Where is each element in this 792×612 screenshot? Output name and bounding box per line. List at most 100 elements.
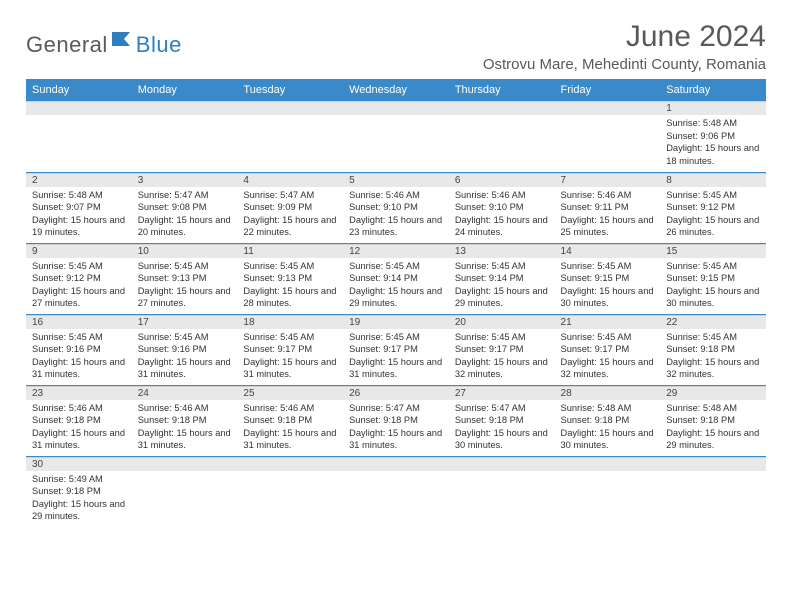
day-number-header: 28 (555, 386, 661, 400)
day-number-header: 24 (132, 386, 238, 400)
sunset-line: Sunset: 9:14 PM (455, 272, 549, 285)
sunset-line: Sunset: 9:18 PM (666, 343, 760, 356)
daylight-line: Daylight: 15 hours and 30 minutes. (561, 285, 655, 310)
daylight-line: Daylight: 15 hours and 30 minutes. (455, 427, 549, 452)
day-number-header: 1 (660, 101, 766, 115)
calendar-day-cell: 14Sunrise: 5:45 AMSunset: 9:15 PMDayligh… (555, 243, 661, 314)
sunset-line: Sunset: 9:18 PM (666, 414, 760, 427)
sunset-line: Sunset: 9:14 PM (349, 272, 443, 285)
sunrise-line: Sunrise: 5:46 AM (349, 189, 443, 202)
calendar-day-cell: 22Sunrise: 5:45 AMSunset: 9:18 PMDayligh… (660, 314, 766, 385)
day-number-header-empty (132, 457, 238, 471)
sunrise-line: Sunrise: 5:48 AM (561, 402, 655, 415)
daylight-line: Daylight: 15 hours and 27 minutes. (32, 285, 126, 310)
sunset-line: Sunset: 9:18 PM (561, 414, 655, 427)
day-number-header: 10 (132, 244, 238, 258)
day-body: Sunrise: 5:45 AMSunset: 9:13 PMDaylight:… (237, 258, 343, 313)
calendar-empty-cell (132, 101, 238, 172)
day-body: Sunrise: 5:45 AMSunset: 9:17 PMDaylight:… (555, 329, 661, 384)
day-number-header: 7 (555, 173, 661, 187)
day-name-header: Wednesday (343, 79, 449, 101)
sunset-line: Sunset: 9:17 PM (349, 343, 443, 356)
day-body: Sunrise: 5:47 AMSunset: 9:18 PMDaylight:… (449, 400, 555, 455)
day-number-header: 9 (26, 244, 132, 258)
day-body: Sunrise: 5:45 AMSunset: 9:14 PMDaylight:… (449, 258, 555, 313)
sunrise-line: Sunrise: 5:45 AM (349, 260, 443, 273)
daylight-line: Daylight: 15 hours and 30 minutes. (666, 285, 760, 310)
day-number-header: 18 (237, 315, 343, 329)
sunset-line: Sunset: 9:18 PM (243, 414, 337, 427)
sunset-line: Sunset: 9:17 PM (243, 343, 337, 356)
calendar-day-cell: 23Sunrise: 5:46 AMSunset: 9:18 PMDayligh… (26, 385, 132, 456)
day-number-header: 27 (449, 386, 555, 400)
calendar-day-cell: 3Sunrise: 5:47 AMSunset: 9:08 PMDaylight… (132, 172, 238, 243)
daylight-line: Daylight: 15 hours and 29 minutes. (349, 285, 443, 310)
day-body: Sunrise: 5:45 AMSunset: 9:12 PMDaylight:… (660, 187, 766, 242)
calendar-day-cell: 7Sunrise: 5:46 AMSunset: 9:11 PMDaylight… (555, 172, 661, 243)
sunrise-line: Sunrise: 5:45 AM (561, 331, 655, 344)
day-number-header-empty (343, 101, 449, 115)
daylight-line: Daylight: 15 hours and 25 minutes. (561, 214, 655, 239)
day-body: Sunrise: 5:47 AMSunset: 9:08 PMDaylight:… (132, 187, 238, 242)
day-number-header: 5 (343, 173, 449, 187)
daylight-line: Daylight: 15 hours and 31 minutes. (32, 356, 126, 381)
sunset-line: Sunset: 9:18 PM (349, 414, 443, 427)
calendar-day-cell: 6Sunrise: 5:46 AMSunset: 9:10 PMDaylight… (449, 172, 555, 243)
day-number-header: 20 (449, 315, 555, 329)
day-number-header: 12 (343, 244, 449, 258)
calendar-week-row: 2Sunrise: 5:48 AMSunset: 9:07 PMDaylight… (26, 172, 766, 243)
day-header-row: SundayMondayTuesdayWednesdayThursdayFrid… (26, 79, 766, 101)
day-body: Sunrise: 5:45 AMSunset: 9:16 PMDaylight:… (26, 329, 132, 384)
day-body: Sunrise: 5:45 AMSunset: 9:16 PMDaylight:… (132, 329, 238, 384)
day-number-header: 19 (343, 315, 449, 329)
day-name-header: Sunday (26, 79, 132, 101)
calendar-empty-cell (237, 101, 343, 172)
calendar-day-cell: 5Sunrise: 5:46 AMSunset: 9:10 PMDaylight… (343, 172, 449, 243)
logo-flag-icon (112, 32, 134, 51)
day-body: Sunrise: 5:48 AMSunset: 9:18 PMDaylight:… (660, 400, 766, 455)
day-number-header: 23 (26, 386, 132, 400)
calendar-day-cell: 10Sunrise: 5:45 AMSunset: 9:13 PMDayligh… (132, 243, 238, 314)
day-name-header: Friday (555, 79, 661, 101)
sunset-line: Sunset: 9:15 PM (561, 272, 655, 285)
calendar-empty-cell (132, 456, 238, 527)
daylight-line: Daylight: 15 hours and 32 minutes. (666, 356, 760, 381)
calendar-week-row: 23Sunrise: 5:46 AMSunset: 9:18 PMDayligh… (26, 385, 766, 456)
daylight-line: Daylight: 15 hours and 31 minutes. (243, 356, 337, 381)
calendar-day-cell: 27Sunrise: 5:47 AMSunset: 9:18 PMDayligh… (449, 385, 555, 456)
calendar-day-cell: 20Sunrise: 5:45 AMSunset: 9:17 PMDayligh… (449, 314, 555, 385)
day-body: Sunrise: 5:49 AMSunset: 9:18 PMDaylight:… (26, 471, 132, 526)
calendar-empty-cell (343, 456, 449, 527)
logo-text-blue: Blue (136, 32, 182, 58)
daylight-line: Daylight: 15 hours and 31 minutes. (349, 427, 443, 452)
day-number-header: 30 (26, 457, 132, 471)
sunrise-line: Sunrise: 5:45 AM (561, 260, 655, 273)
calendar-day-cell: 18Sunrise: 5:45 AMSunset: 9:17 PMDayligh… (237, 314, 343, 385)
title-block: June 2024 Ostrovu Mare, Mehedinti County… (483, 20, 766, 73)
calendar-week-row: 9Sunrise: 5:45 AMSunset: 9:12 PMDaylight… (26, 243, 766, 314)
daylight-line: Daylight: 15 hours and 24 minutes. (455, 214, 549, 239)
day-number-header: 22 (660, 315, 766, 329)
daylight-line: Daylight: 15 hours and 28 minutes. (243, 285, 337, 310)
sunset-line: Sunset: 9:07 PM (32, 201, 126, 214)
daylight-line: Daylight: 15 hours and 31 minutes. (349, 356, 443, 381)
day-name-header: Thursday (449, 79, 555, 101)
day-body: Sunrise: 5:45 AMSunset: 9:17 PMDaylight:… (449, 329, 555, 384)
calendar-day-cell: 21Sunrise: 5:45 AMSunset: 9:17 PMDayligh… (555, 314, 661, 385)
calendar-week-row: 30Sunrise: 5:49 AMSunset: 9:18 PMDayligh… (26, 456, 766, 527)
daylight-line: Daylight: 15 hours and 29 minutes. (32, 498, 126, 523)
sunset-line: Sunset: 9:11 PM (561, 201, 655, 214)
calendar-day-cell: 19Sunrise: 5:45 AMSunset: 9:17 PMDayligh… (343, 314, 449, 385)
sunset-line: Sunset: 9:13 PM (138, 272, 232, 285)
daylight-line: Daylight: 15 hours and 31 minutes. (32, 427, 126, 452)
day-body: Sunrise: 5:46 AMSunset: 9:18 PMDaylight:… (132, 400, 238, 455)
calendar-empty-cell (660, 456, 766, 527)
sunrise-line: Sunrise: 5:46 AM (455, 189, 549, 202)
day-body: Sunrise: 5:47 AMSunset: 9:18 PMDaylight:… (343, 400, 449, 455)
calendar-day-cell: 29Sunrise: 5:48 AMSunset: 9:18 PMDayligh… (660, 385, 766, 456)
daylight-line: Daylight: 15 hours and 31 minutes. (243, 427, 337, 452)
sunrise-line: Sunrise: 5:47 AM (138, 189, 232, 202)
daylight-line: Daylight: 15 hours and 23 minutes. (349, 214, 443, 239)
day-number-header: 16 (26, 315, 132, 329)
calendar-day-cell: 8Sunrise: 5:45 AMSunset: 9:12 PMDaylight… (660, 172, 766, 243)
